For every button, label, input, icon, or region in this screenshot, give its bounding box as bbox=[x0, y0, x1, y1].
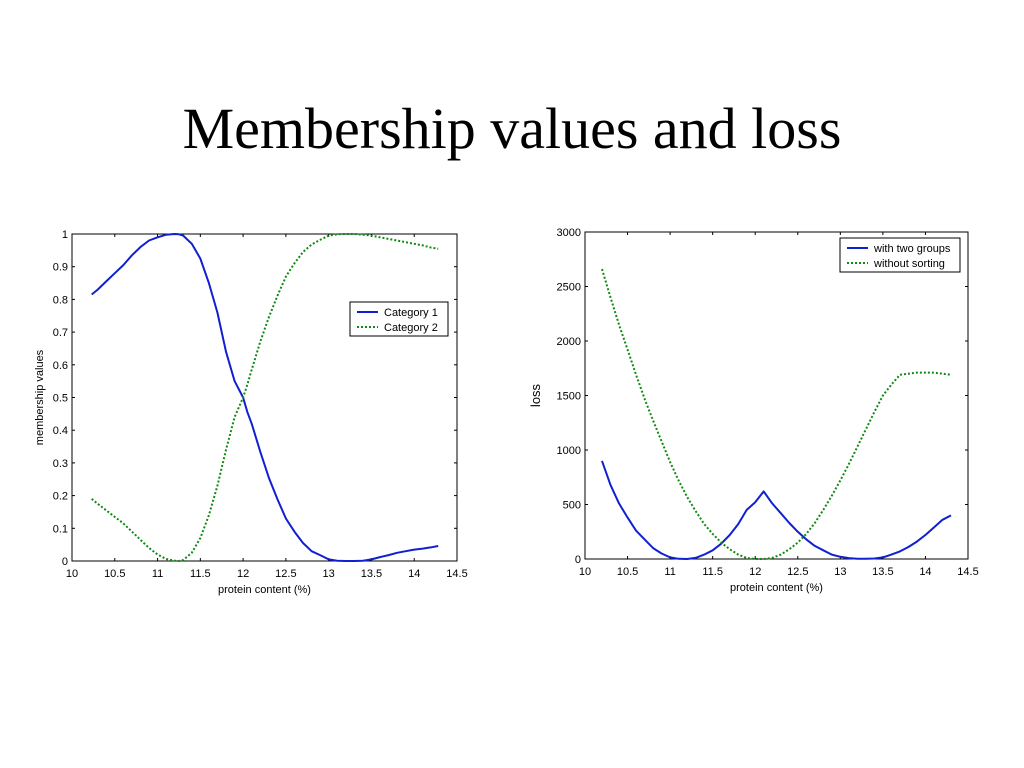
membership-y-tick-label: 0.4 bbox=[53, 425, 68, 437]
loss-x-tick-label: 12.5 bbox=[787, 566, 808, 578]
slide-title: Membership values and loss bbox=[182, 96, 842, 161]
loss-y-tick-label: 1500 bbox=[557, 391, 581, 403]
loss-y-tick-label: 3000 bbox=[557, 227, 581, 239]
loss-y-tick-label: 500 bbox=[563, 500, 581, 512]
membership-x-tick-label: 14 bbox=[408, 568, 420, 580]
membership-y-tick-label: 0.7 bbox=[53, 327, 68, 339]
membership-y-tick-label: 0.1 bbox=[53, 523, 68, 535]
loss-series-2-line bbox=[601, 268, 952, 560]
membership-x-tick-label: 11 bbox=[152, 568, 163, 580]
loss-x-tick-label: 14.5 bbox=[957, 566, 978, 578]
loss-x-tick-label: 11 bbox=[664, 566, 675, 578]
loss-y-tick-label: 0 bbox=[575, 554, 581, 566]
loss-x-tick-label: 13 bbox=[834, 566, 846, 578]
membership-x-tick-label: 14.5 bbox=[446, 568, 467, 580]
loss-x-tick-label: 10 bbox=[579, 566, 591, 578]
membership-x-tick-label: 10.5 bbox=[104, 568, 125, 580]
loss-y-tick-label: 1000 bbox=[557, 445, 581, 457]
membership-y-tick-label: 0.8 bbox=[53, 294, 68, 306]
loss-x-tick-label: 13.5 bbox=[872, 566, 893, 578]
membership-y-tick-label: 0.6 bbox=[53, 360, 68, 372]
membership-y-tick-label: 1 bbox=[62, 229, 68, 241]
loss-x-tick-label: 12 bbox=[749, 566, 761, 578]
loss-legend-label-2: without sorting bbox=[873, 258, 945, 270]
loss-y-tick-label: 2500 bbox=[557, 282, 581, 294]
loss-x-tick-label: 11.5 bbox=[702, 566, 723, 578]
membership-y-tick-label: 0.5 bbox=[53, 393, 68, 405]
membership-legend-box bbox=[349, 301, 449, 337]
loss-x-tick-label: 14 bbox=[919, 566, 931, 578]
loss-x-tick-label: 10.5 bbox=[617, 566, 638, 578]
loss-y-tick-label: 2000 bbox=[557, 336, 581, 348]
membership-x-tick-label: 12.5 bbox=[275, 568, 296, 580]
membership-y-axis-title: membership values bbox=[34, 349, 46, 445]
loss-series-1-line bbox=[601, 460, 952, 560]
membership-series-2-line bbox=[91, 233, 439, 562]
membership-x-tick-label: 10 bbox=[66, 568, 78, 580]
membership-x-tick-label: 13.5 bbox=[361, 568, 382, 580]
loss-legend-label-1: with two groups bbox=[873, 243, 951, 255]
membership-y-tick-label: 0.2 bbox=[53, 491, 68, 503]
membership-x-tick-label: 11.5 bbox=[190, 568, 211, 580]
loss-x-axis-title: protein content (%) bbox=[730, 582, 823, 594]
membership-x-tick-label: 12 bbox=[237, 568, 249, 580]
membership-x-tick-label: 13 bbox=[323, 568, 335, 580]
membership-series-1-line bbox=[91, 233, 439, 562]
membership-legend-label-1: Category 1 bbox=[384, 307, 438, 319]
loss-y-axis-title: loss bbox=[528, 383, 543, 407]
membership-y-tick-label: 0 bbox=[62, 556, 68, 568]
membership-legend-label-2: Category 2 bbox=[384, 322, 438, 334]
membership-x-axis-title: protein content (%) bbox=[218, 584, 311, 596]
membership-y-tick-label: 0.3 bbox=[53, 458, 68, 470]
loss-legend-box bbox=[839, 237, 961, 273]
membership-y-tick-label: 0.9 bbox=[53, 262, 68, 274]
